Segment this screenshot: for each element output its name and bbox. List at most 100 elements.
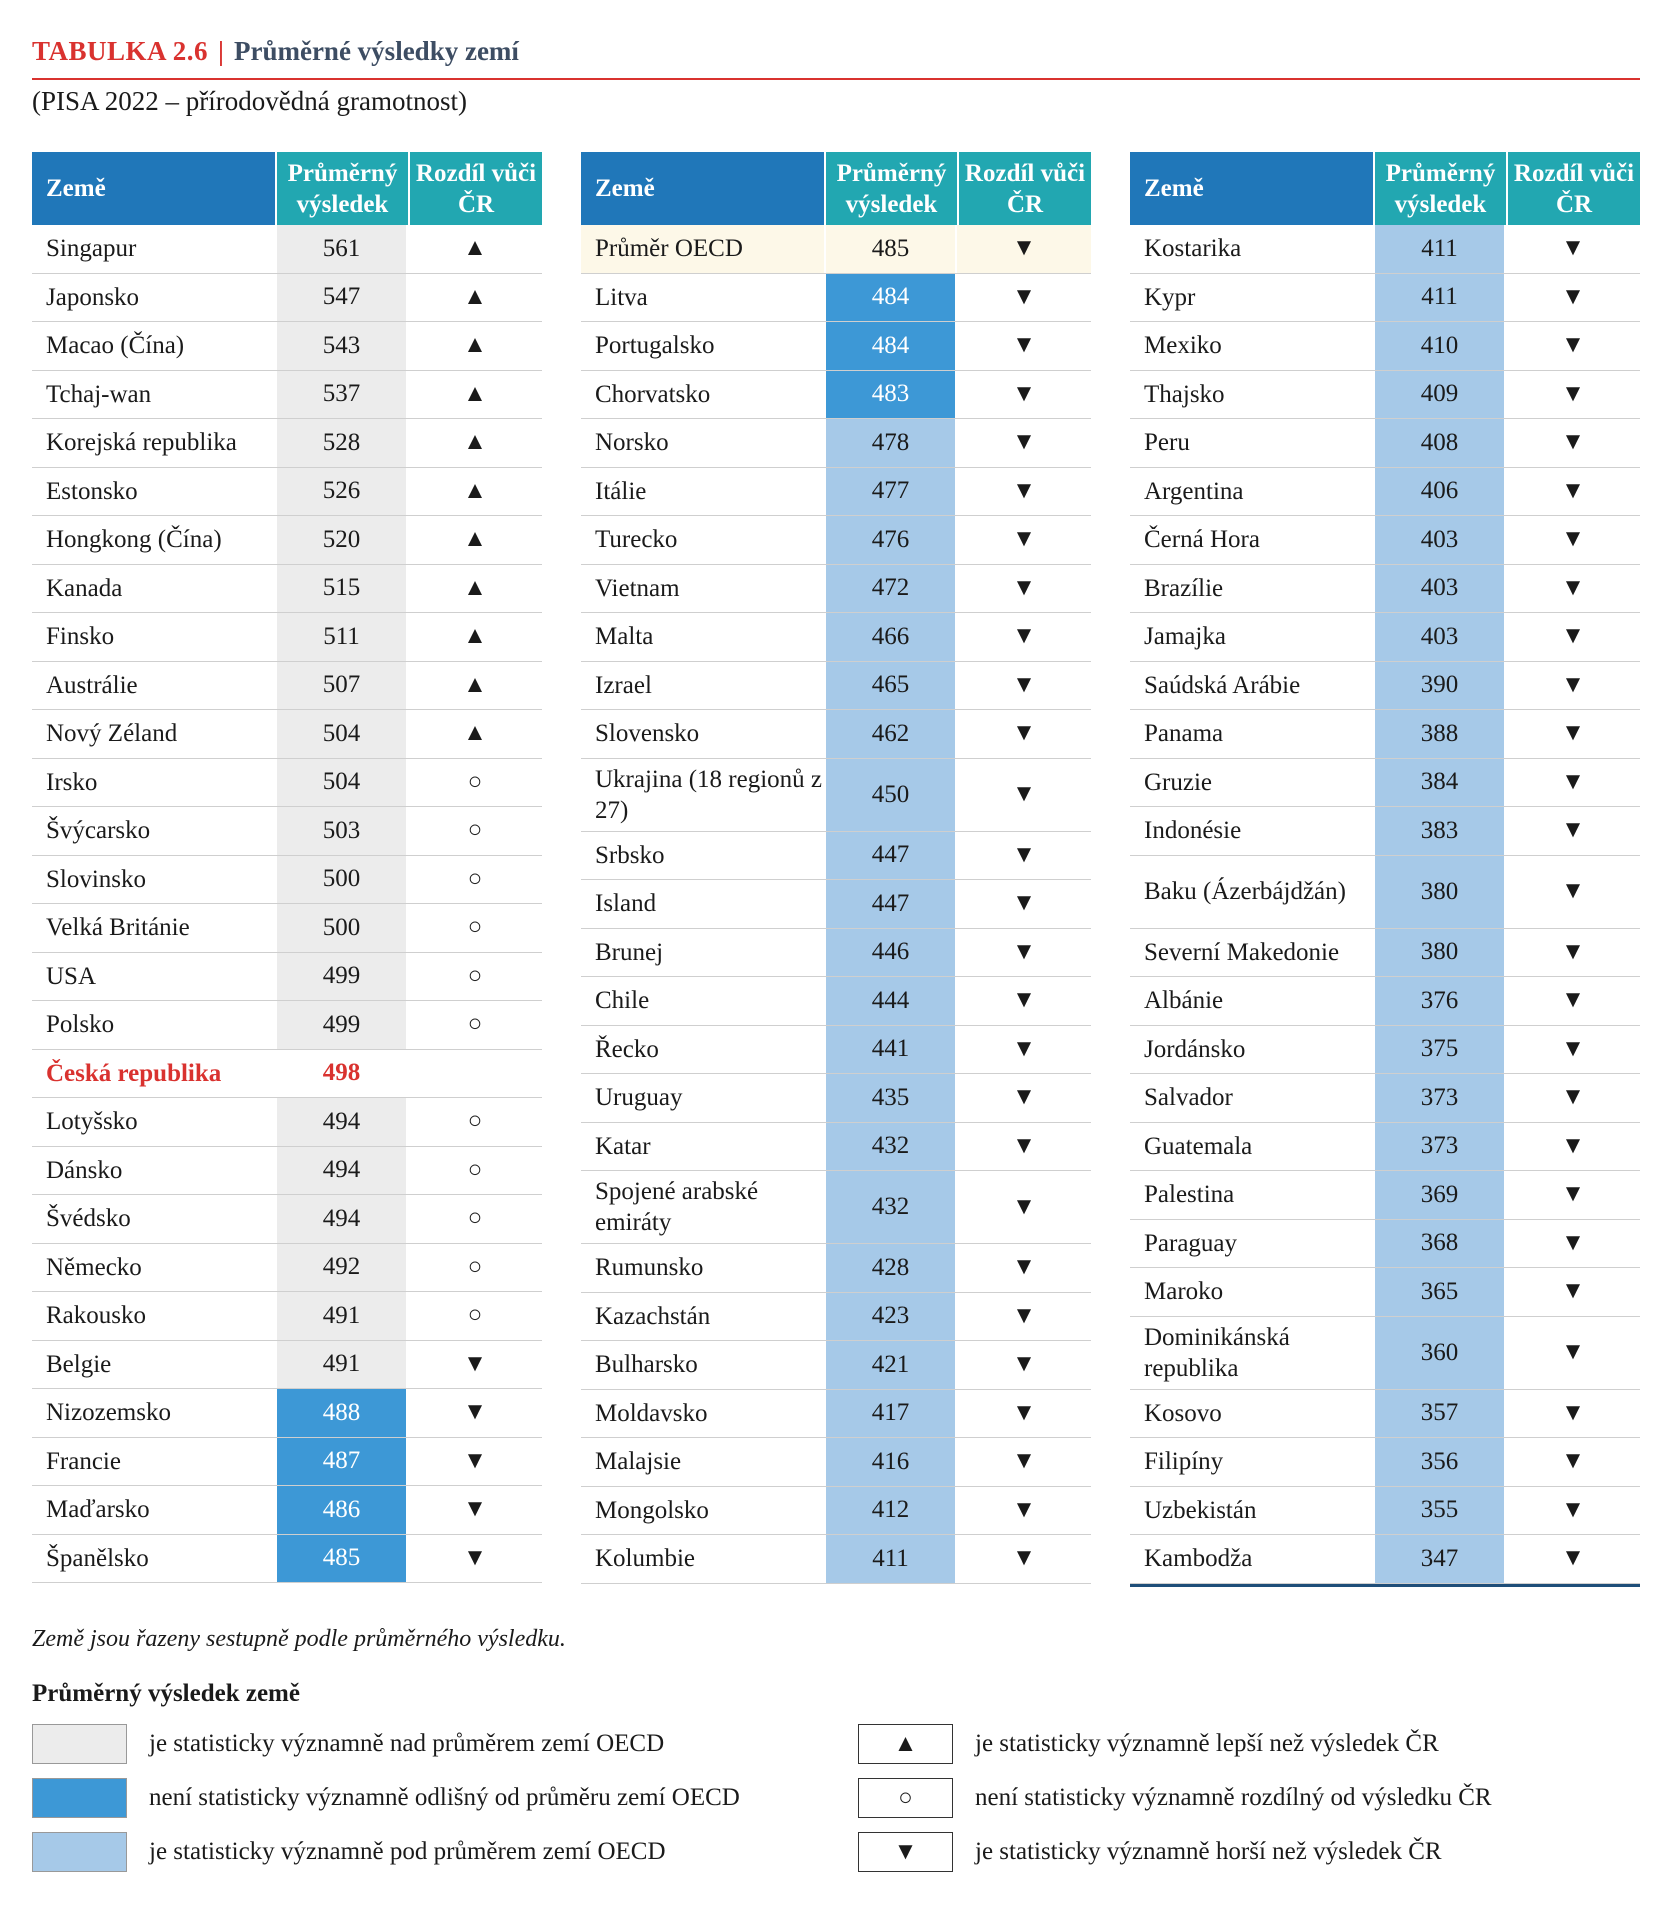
triangle-down-icon: ▼ — [463, 1399, 487, 1426]
triangle-up-icon: ▲ — [463, 574, 487, 601]
country-name: Severní Makedonie — [1144, 938, 1340, 966]
country-name: Thajsko — [1144, 380, 1225, 408]
country-name: Malta — [595, 623, 654, 651]
score-cell: 447 — [824, 880, 957, 928]
circle-icon: ○ — [467, 914, 483, 941]
table-row: Hongkong (Čína) 520 ▲ — [32, 516, 542, 565]
legend-text: není statisticky významně odlišný od prů… — [149, 1784, 740, 1811]
score-cell: 547 — [275, 273, 408, 321]
table-row: Mexiko 410 ▼ — [1130, 322, 1640, 371]
country-name: Palestina — [1144, 1181, 1235, 1209]
table-row: Rakousko 491 ○ — [32, 1292, 542, 1341]
header-score: Průměrný výsledek — [1373, 152, 1506, 225]
table-row: Austrálie 507 ▲ — [32, 661, 542, 710]
country-name: Kazachstán — [595, 1302, 711, 1330]
triangle-down-icon: ▼ — [1561, 526, 1585, 553]
table-row: Lotyšsko 494 ○ — [32, 1098, 542, 1147]
table-row: Baku (Ázerbájdžán) 380 ▼ — [1130, 855, 1640, 929]
legend-better-cr: ▲ je statisticky významně lepší než výsl… — [858, 1724, 1439, 1764]
triangle-down-icon: ▼ — [1012, 781, 1036, 807]
score-cell: 499 — [275, 1001, 408, 1049]
score-cell: 447 — [824, 831, 957, 879]
legend-same-cr: ○ není statisticky významně rozdílný od … — [858, 1778, 1492, 1818]
score-cell: 444 — [824, 977, 957, 1025]
country-name: Švýcarsko — [46, 817, 151, 845]
score-cell: 403 — [1373, 564, 1506, 612]
country-name: Tchaj-wan — [46, 380, 152, 408]
score-cell: 503 — [275, 807, 408, 855]
country-name: Gruzie — [1144, 768, 1213, 796]
country-name: Norsko — [595, 429, 669, 457]
score-cell: 511 — [275, 613, 408, 661]
triangle-down-icon: ▼ — [1012, 526, 1036, 553]
circle-icon: ○ — [467, 817, 483, 844]
circle-icon: ○ — [467, 768, 483, 795]
country-name: Dominikánská republika — [1144, 1323, 1290, 1382]
table-row: Srbsko 447 ▼ — [581, 831, 1091, 880]
table-row: Peru 408 ▼ — [1130, 419, 1640, 468]
country-name: Francie — [46, 1447, 121, 1475]
country-name: Nový Zéland — [46, 720, 178, 748]
triangle-down-icon: ▼ — [1561, 1496, 1585, 1523]
circle-icon: ○ — [467, 865, 483, 892]
table-row: Kosovo 357 ▼ — [1130, 1389, 1640, 1438]
circle-icon: ○ — [467, 962, 483, 989]
table-row: Uzbekistán 355 ▼ — [1130, 1486, 1640, 1535]
country-name: Kostarika — [1144, 235, 1242, 263]
triangle-down-icon: ▼ — [1012, 380, 1036, 407]
country-name: Japonsko — [46, 283, 140, 311]
triangle-down-icon: ▼ — [1561, 574, 1585, 601]
table-row: Izrael 465 ▼ — [581, 661, 1091, 710]
score-cell: 486 — [275, 1486, 408, 1534]
score-cell: 462 — [824, 710, 957, 758]
score-cell: 423 — [824, 1292, 957, 1340]
triangle-down-icon: ▼ — [1012, 841, 1036, 868]
score-cell: 487 — [275, 1437, 408, 1485]
country-name: Baku (Ázerbájdžán) — [1144, 878, 1346, 905]
table-row: Polsko 499 ○ — [32, 1001, 542, 1050]
triangle-down-icon: ▼ — [1561, 429, 1585, 456]
legend-swatch-above — [32, 1724, 127, 1764]
triangle-down-icon: ▼ — [1561, 938, 1585, 965]
score-cell: 411 — [1373, 273, 1506, 321]
country-name: Kolumbie — [595, 1545, 695, 1573]
legend-worse-cr: ▼ je statisticky významně horší než výsl… — [858, 1832, 1442, 1872]
triangle-down-icon: ▼ — [1012, 1193, 1036, 1220]
legend-swatch-notdiff — [32, 1778, 127, 1818]
table-row: Panama 388 ▼ — [1130, 710, 1640, 759]
triangle-down-icon: ▼ — [1012, 283, 1036, 310]
table-subtitle: (PISA 2022 – přírodovědná gramotnost) — [32, 86, 467, 116]
country-name: Brunej — [595, 938, 664, 966]
country-name: Litva — [595, 283, 648, 311]
circle-icon: ○ — [467, 1108, 483, 1135]
table-row: Brunej 446 ▼ — [581, 928, 1091, 977]
score-cell: 484 — [824, 322, 957, 370]
table-body: Kostarika 411 ▼ Kypr 411 ▼ Mexiko 410 ▼ Thajsko 40… — [1130, 225, 1640, 1584]
legend-notdiff-oecd: není statisticky významně odlišný od prů… — [32, 1778, 740, 1818]
table-row: Finsko 511 ▲ — [32, 613, 542, 662]
score-cell: 410 — [1373, 322, 1506, 370]
table-row: Kypr 411 ▼ — [1130, 273, 1640, 322]
country-name: Kosovo — [1144, 1399, 1222, 1427]
country-name: Nizozemsko — [46, 1399, 171, 1427]
country-name: Velká Británie — [46, 914, 190, 942]
table-row: Malta 466 ▼ — [581, 613, 1091, 662]
country-name: Španělsko — [46, 1544, 149, 1572]
table-row: Irsko 504 ○ — [32, 758, 542, 807]
table-header: Země Průměrný výsledek Rozdíl vůči ČR — [581, 152, 1091, 225]
triangle-down-icon: ▼ — [1561, 1035, 1585, 1062]
triangle-down-icon: ▼ — [1012, 1399, 1036, 1426]
header-diff: Rozdíl vůči ČR — [1506, 152, 1640, 225]
score-cell: 360 — [1373, 1316, 1506, 1389]
country-name: Česká republika — [46, 1059, 222, 1087]
score-cell: 491 — [275, 1340, 408, 1388]
country-name: Singapur — [46, 235, 137, 263]
header-score: Průměrný výsledek — [824, 152, 957, 225]
triangle-up-icon: ▲ — [463, 720, 487, 747]
table-row: Filipíny 356 ▼ — [1130, 1438, 1640, 1487]
table-row: Moldavsko 417 ▼ — [581, 1389, 1091, 1438]
table-row: Francie 487 ▼ — [32, 1437, 542, 1486]
table-row: Thajsko 409 ▼ — [1130, 370, 1640, 419]
table-row: Kazachstán 423 ▼ — [581, 1292, 1091, 1341]
triangle-down-icon: ▼ — [1561, 1181, 1585, 1208]
